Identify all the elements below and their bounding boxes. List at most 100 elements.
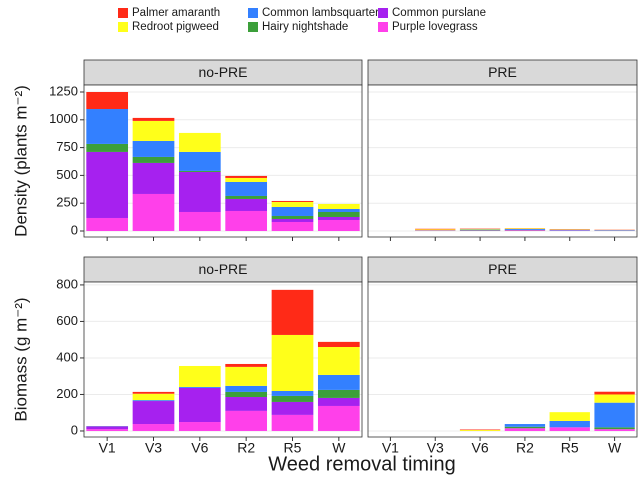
bar-segment: [225, 366, 268, 386]
bar-segment: [86, 109, 129, 144]
bar-segment: [132, 120, 175, 141]
bar-segment: [317, 405, 360, 431]
strip: [367, 256, 638, 283]
bar-segment: [271, 414, 314, 431]
y-axis-label: Density (plants m⁻²): [11, 85, 30, 237]
legend-label: Hairy nightshade: [262, 21, 348, 33]
bar-segment: [225, 385, 268, 392]
bar-segment: [594, 402, 635, 428]
y-tick-label: 0: [71, 422, 78, 437]
x-tick-label: R2: [237, 440, 255, 456]
bar-segment: [549, 412, 590, 421]
bar-segment: [415, 229, 456, 231]
panel-bg: [84, 85, 362, 237]
bar-segment: [178, 170, 221, 172]
bar-segment: [594, 429, 635, 431]
bar-segment: [504, 426, 546, 429]
y-tick-label: 800: [56, 276, 78, 291]
bar-segment: [86, 426, 129, 430]
bar-segment: [132, 424, 175, 431]
bar-segment: [459, 228, 501, 230]
bar-segment: [132, 140, 175, 157]
x-tick-label: R5: [561, 440, 579, 456]
bar-segment: [317, 219, 360, 231]
x-tick-label: V6: [472, 440, 489, 456]
strip-label: no-PRE: [198, 64, 247, 80]
bar-segment: [317, 211, 360, 217]
bar-segment: [178, 211, 221, 231]
bar-segment: [225, 391, 268, 398]
bar-segment: [271, 201, 314, 207]
bar-segment: [225, 410, 268, 431]
bar-segment: [132, 162, 175, 194]
bar-segment: [504, 228, 546, 229]
y-tick-label: 400: [56, 349, 78, 364]
bar-segment: [459, 429, 501, 431]
bar-segment: [594, 391, 635, 395]
bar-segment: [86, 151, 129, 218]
bar-segment: [317, 374, 360, 390]
bar-segment: [271, 401, 314, 415]
y-tick-label: 1000: [49, 111, 78, 126]
bar-segment: [178, 171, 221, 212]
x-tick-label: W: [332, 440, 346, 456]
bar-segment: [132, 117, 175, 121]
strip: [367, 59, 638, 86]
bar-segment: [459, 430, 501, 431]
bar-segment: [178, 386, 221, 388]
bar-segment: [86, 92, 129, 110]
bar-segment: [271, 200, 314, 202]
y-tick-label: 750: [56, 139, 78, 154]
bar-segment: [132, 401, 175, 425]
legend-label: Common lambsquarters: [262, 7, 385, 19]
strip-label: no-PRE: [198, 261, 247, 277]
bar-segment: [271, 390, 314, 396]
legend-swatch: [248, 8, 258, 18]
panel-border: [83, 281, 363, 438]
bar-segment: [271, 206, 314, 216]
bar-segment: [178, 132, 221, 152]
bar-segment: [504, 428, 546, 431]
strip-label: PRE: [488, 64, 517, 80]
bar-segment: [317, 397, 360, 406]
y-tick-label: 0: [71, 222, 78, 237]
bar-segment: [317, 389, 360, 398]
bar-segment: [317, 216, 360, 220]
legend-label: Common purslane: [392, 7, 486, 19]
bar-segment: [225, 397, 268, 411]
bar-segment: [317, 203, 360, 209]
bar-segment: [549, 427, 590, 431]
bar-segment: [459, 229, 501, 231]
panel-border: [367, 84, 638, 238]
bar-segment: [317, 208, 360, 212]
x-tick-label: R5: [284, 440, 302, 456]
y-tick-label: 600: [56, 313, 78, 328]
bar-segment: [178, 387, 221, 423]
bar-segment: [178, 365, 221, 387]
y-tick-label: 250: [56, 195, 78, 210]
bar-segment: [178, 422, 221, 431]
legend-label: Purple lovegrass: [392, 21, 478, 33]
bar-segment: [132, 156, 175, 163]
bar-segment: [271, 215, 314, 219]
x-tick-label: V3: [145, 440, 162, 456]
legend-label: Palmer amaranth: [132, 7, 220, 19]
bar-segment: [225, 195, 268, 199]
legend-swatch: [118, 22, 128, 32]
x-tick-label: V1: [382, 440, 399, 456]
legend-label: Redroot pigweed: [132, 21, 219, 33]
bar-segment: [225, 175, 268, 178]
bar-segment: [317, 341, 360, 347]
y-tick-label: 1250: [49, 83, 78, 98]
bar-segment: [225, 198, 268, 211]
bar-segment: [86, 143, 129, 152]
bar-segment: [271, 395, 314, 402]
panel-border: [367, 281, 638, 438]
bar-segment: [271, 289, 314, 335]
bar-segment: [594, 427, 635, 430]
x-axis-label: Weed removal timing: [268, 453, 455, 475]
strip: [83, 256, 363, 283]
bar-segment: [317, 346, 360, 375]
